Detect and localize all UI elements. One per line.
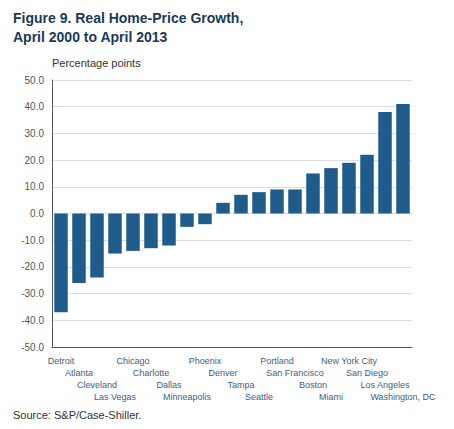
svg-text:Minneapolis: Minneapolis: [163, 392, 212, 402]
svg-text:-20.0: -20.0: [21, 261, 44, 272]
svg-text:San Diego: San Diego: [346, 368, 388, 378]
svg-text:New York City: New York City: [321, 356, 378, 366]
svg-text:Seattle: Seattle: [245, 392, 273, 402]
svg-text:Percentage points: Percentage points: [52, 57, 141, 69]
svg-text:Charlotte: Charlotte: [133, 368, 170, 378]
svg-text:Tampa: Tampa: [227, 380, 254, 390]
svg-text:Atlanta: Atlanta: [65, 368, 93, 378]
svg-text:Detroit: Detroit: [48, 356, 75, 366]
svg-text:Denver: Denver: [208, 368, 237, 378]
svg-text:40.0: 40.0: [25, 101, 45, 112]
svg-text:0.0: 0.0: [30, 208, 44, 219]
svg-text:Chicago: Chicago: [116, 356, 149, 366]
svg-text:50.0: 50.0: [25, 75, 45, 86]
svg-text:Source: S&P/Case-Shiller.: Source: S&P/Case-Shiller.: [13, 409, 141, 421]
svg-text:10.0: 10.0: [25, 181, 45, 192]
svg-text:April 2000 to April 2013: April 2000 to April 2013: [13, 29, 168, 45]
svg-text:Figure 9. Real Home-Price Grow: Figure 9. Real Home-Price Growth,: [13, 10, 243, 26]
svg-text:Washington, DC: Washington, DC: [370, 392, 436, 402]
svg-text:Miami: Miami: [319, 392, 343, 402]
svg-text:-10.0: -10.0: [21, 235, 44, 246]
svg-text:Cleveland: Cleveland: [77, 380, 117, 390]
svg-text:Boston: Boston: [299, 380, 327, 390]
svg-text:-50.0: -50.0: [21, 342, 44, 353]
svg-text:20.0: 20.0: [25, 155, 45, 166]
svg-text:Portland: Portland: [260, 356, 294, 366]
svg-text:30.0: 30.0: [25, 128, 45, 139]
svg-text:-40.0: -40.0: [21, 315, 44, 326]
svg-text:Las Vegas: Las Vegas: [94, 392, 137, 402]
svg-text:San Francisco: San Francisco: [266, 368, 324, 378]
svg-text:Los Angeles: Los Angeles: [360, 380, 410, 390]
svg-text:Phoenix: Phoenix: [189, 356, 222, 366]
svg-text:Dallas: Dallas: [156, 380, 182, 390]
svg-text:-30.0: -30.0: [21, 288, 44, 299]
